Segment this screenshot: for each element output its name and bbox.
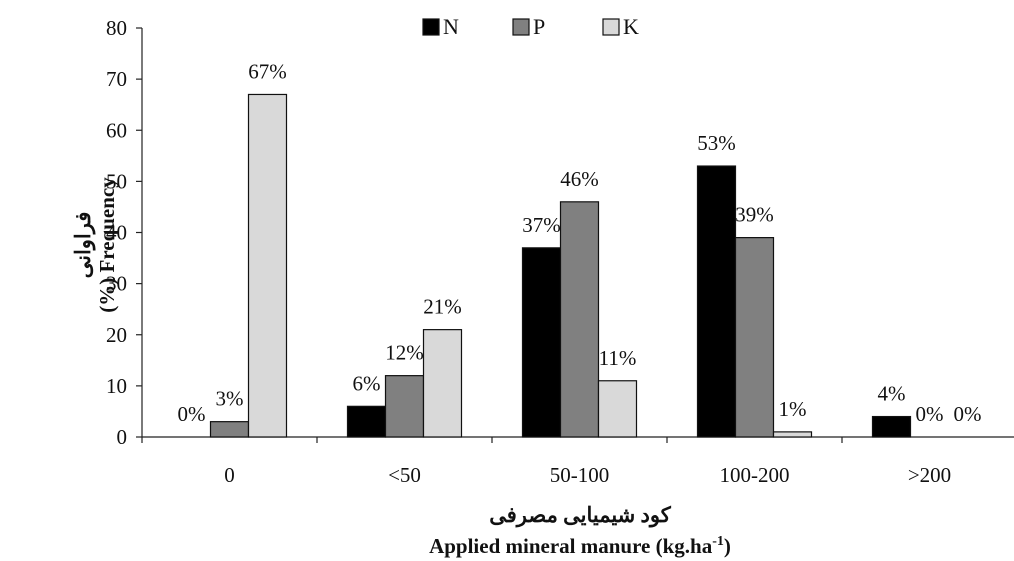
legend-label-k: K bbox=[623, 14, 639, 39]
x-axis: 0 <50 50-100 100-200 >200 bbox=[141, 436, 1014, 487]
legend-swatch-p bbox=[512, 18, 530, 36]
x-tick-label: 100-200 bbox=[720, 463, 790, 487]
y-tick-label: 70 bbox=[106, 67, 127, 91]
data-label-k: 1% bbox=[779, 397, 807, 421]
bar-k bbox=[422, 329, 463, 438]
data-label-p: 12% bbox=[385, 341, 424, 365]
x-axis-title-en-sup: -1 bbox=[712, 534, 724, 549]
y-axis: 0 10 20 30 40 50 60 70 80 bbox=[106, 16, 143, 449]
bar-p bbox=[734, 237, 775, 438]
x-axis-title-en: Applied mineral manure (kg.ha-1) bbox=[429, 534, 731, 558]
data-label-k: 0% bbox=[954, 402, 982, 426]
y-axis-title-fa: فراوانی bbox=[71, 212, 96, 279]
bar-k bbox=[772, 431, 813, 438]
y-tick-label: 0 bbox=[117, 425, 128, 449]
data-label-n: 6% bbox=[353, 371, 381, 395]
y-tick-label: 20 bbox=[106, 323, 127, 347]
data-label-n: 37% bbox=[522, 213, 561, 237]
data-label-p: 0% bbox=[916, 402, 944, 426]
bar-k bbox=[597, 380, 638, 438]
bar-p bbox=[559, 201, 600, 438]
bar-n bbox=[346, 405, 387, 438]
bar-k bbox=[247, 93, 288, 438]
data-label-n: 0% bbox=[178, 402, 206, 426]
bar-p bbox=[209, 421, 250, 438]
legend-label-p: P bbox=[533, 14, 545, 39]
data-label-n: 4% bbox=[878, 382, 906, 406]
bar-n bbox=[871, 415, 912, 438]
y-tick-label: 30 bbox=[106, 272, 127, 296]
x-axis-title-fa: کود شیمیایی مصرفی bbox=[489, 503, 671, 528]
y-axis-title-en: (%) Frequency bbox=[95, 177, 119, 313]
data-label-k: 11% bbox=[599, 346, 637, 370]
bars bbox=[209, 93, 912, 438]
data-label-k: 21% bbox=[423, 295, 462, 319]
x-axis-title-en-end: ) bbox=[724, 534, 731, 558]
x-tick-label: >200 bbox=[908, 463, 951, 487]
y-tick-label: 10 bbox=[106, 374, 127, 398]
x-tick-label: <50 bbox=[388, 463, 421, 487]
bar-n bbox=[696, 165, 737, 438]
y-tick-label: 50 bbox=[106, 169, 127, 193]
data-label-p: 39% bbox=[735, 203, 774, 227]
x-tick-label: 50-100 bbox=[550, 463, 610, 487]
legend-label-n: N bbox=[443, 14, 459, 39]
data-label-k: 67% bbox=[248, 59, 287, 83]
x-axis-title-en-main: Applied mineral manure (kg.ha bbox=[429, 534, 713, 558]
y-tick-label: 60 bbox=[106, 118, 127, 142]
data-label-p: 46% bbox=[560, 167, 599, 191]
bar-p bbox=[384, 375, 425, 438]
y-tick-label: 40 bbox=[106, 221, 127, 245]
data-label-p: 3% bbox=[216, 387, 244, 411]
x-tick-label: 0 bbox=[224, 463, 235, 487]
legend-swatch-n bbox=[422, 18, 440, 36]
data-labels: 0% 3% 67% 6%12% 21% 37% 46% 11% 53% 39% 1% 4% 0% 0% bbox=[178, 59, 982, 426]
y-axis-title: فراوانی (%) Frequency bbox=[71, 177, 119, 313]
bar-n bbox=[521, 247, 562, 438]
y-tick-label: 80 bbox=[106, 16, 127, 40]
data-label-n: 53% bbox=[697, 131, 736, 155]
legend-swatch-k bbox=[602, 18, 620, 36]
